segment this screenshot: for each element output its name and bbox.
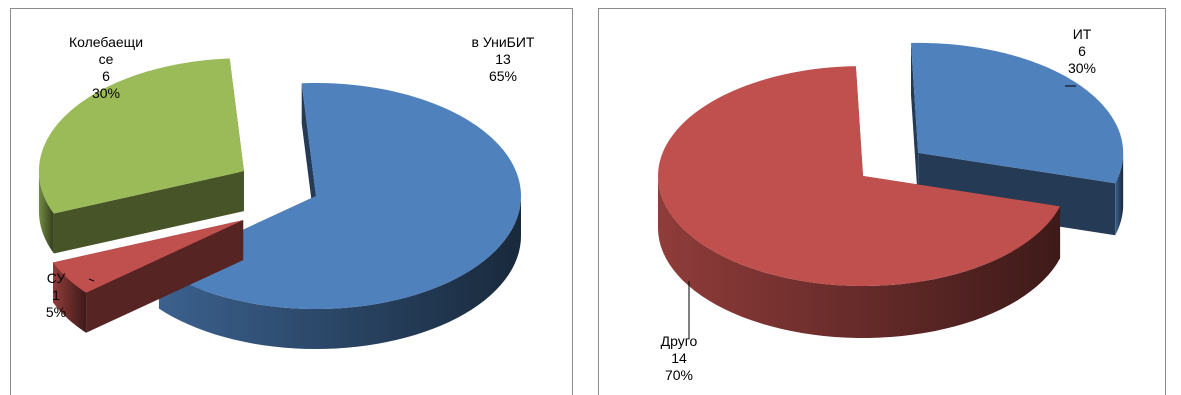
leader-line — [88, 278, 95, 282]
slice-side — [53, 171, 244, 254]
slice-rim — [38, 169, 54, 254]
chart-panel-right: ИТ 6 30% Друго 14 70% — [598, 8, 1166, 395]
slice-top — [53, 220, 244, 293]
data-label: Колебаещи се 6 30% — [69, 34, 143, 101]
pie-slice — [658, 66, 1061, 338]
slice-top — [658, 66, 1061, 286]
slice-rim — [53, 262, 87, 333]
pie-slice — [53, 220, 244, 333]
data-label-line: в УниБИТ — [472, 34, 535, 50]
data-label: в УниБИТ 13 65% — [472, 34, 535, 84]
data-label-line: СУ — [47, 270, 66, 286]
chart-panel-left: в УниБИТ 13 65% СУ 1 5% Колебаещи се 6 30% — [10, 8, 573, 395]
slice-side — [911, 42, 919, 205]
data-label-line: се — [99, 51, 114, 67]
data-label: ИТ 6 30% — [1068, 26, 1096, 76]
data-label-line: 65% — [489, 68, 517, 84]
data-label-line: 6 — [1078, 43, 1086, 59]
pie-chart-right: ИТ 6 30% Друго 14 70% — [658, 26, 1124, 383]
data-label-line: ИТ — [1073, 26, 1092, 42]
data-label-line: 30% — [1068, 60, 1096, 76]
data-label-line: 5% — [46, 304, 66, 320]
data-label-line: 14 — [671, 350, 687, 366]
slice-top — [158, 83, 521, 309]
data-label-line: 70% — [665, 367, 693, 383]
data-label: Друго 14 70% — [661, 333, 698, 383]
data-label-line: Колебаещи — [69, 34, 143, 50]
slice-rim — [158, 195, 521, 349]
pie-slice — [911, 42, 1124, 236]
data-label-line: 30% — [92, 85, 120, 101]
slice-rim — [1115, 152, 1124, 236]
data-label-line: Друго — [661, 333, 698, 349]
data-label: СУ 1 5% — [46, 270, 66, 320]
slice-rim — [658, 176, 1061, 338]
data-label-line: 6 — [102, 68, 110, 84]
pie-slice — [38, 58, 244, 254]
slice-top — [38, 58, 244, 214]
slice-side — [918, 152, 1116, 236]
slice-top — [911, 42, 1124, 184]
data-label-line: 1 — [52, 287, 60, 303]
pie-chart-left: в УниБИТ 13 65%СУ 1 5%Колебаещи се 6 30% — [38, 34, 535, 349]
data-label-line: 13 — [495, 51, 511, 67]
